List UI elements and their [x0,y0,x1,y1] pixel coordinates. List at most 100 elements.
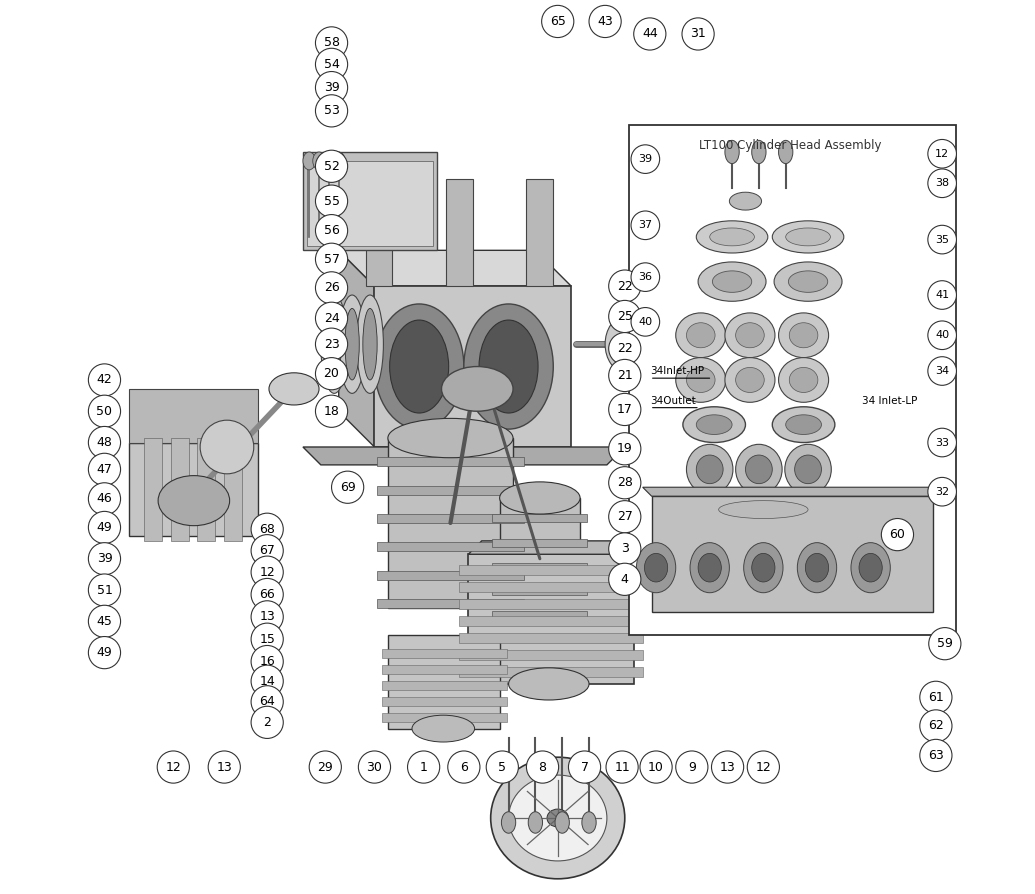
Circle shape [927,357,956,385]
Ellipse shape [686,323,715,348]
Bar [365,179,392,286]
Ellipse shape [718,501,808,519]
Circle shape [927,169,956,198]
Text: 52: 52 [324,160,339,173]
Circle shape [927,225,956,254]
Ellipse shape [724,140,739,164]
Bar [493,563,587,571]
Text: 34Outlet: 34Outlet [650,395,696,406]
Bar [377,543,524,552]
Circle shape [607,751,639,783]
Bar [198,438,215,541]
Text: 34Inlet-HP: 34Inlet-HP [650,366,704,376]
Ellipse shape [712,271,751,292]
Circle shape [316,215,348,247]
Circle shape [609,467,641,499]
Bar [382,665,507,674]
Ellipse shape [786,228,830,246]
Bar [460,633,643,643]
Circle shape [408,751,440,783]
Text: 23: 23 [324,338,339,350]
Ellipse shape [508,668,589,700]
Text: 39: 39 [96,552,113,565]
Circle shape [609,270,641,302]
Circle shape [316,150,348,182]
Circle shape [640,751,672,783]
Ellipse shape [698,262,766,301]
Bar [388,635,500,729]
Circle shape [927,321,956,350]
Bar [493,514,587,522]
Text: 47: 47 [96,463,113,476]
Bar [493,587,587,595]
Text: 15: 15 [259,633,275,645]
Ellipse shape [303,152,316,170]
Text: 59: 59 [937,637,953,650]
Ellipse shape [745,455,772,484]
Ellipse shape [491,757,625,879]
Ellipse shape [778,313,829,358]
Ellipse shape [528,812,542,833]
Bar [382,713,507,722]
Ellipse shape [774,262,842,301]
Ellipse shape [772,407,835,443]
Bar [629,125,955,635]
Ellipse shape [332,152,345,170]
Bar [527,179,554,286]
Text: 22: 22 [617,280,632,292]
Ellipse shape [389,320,448,413]
Text: 40: 40 [935,330,949,341]
Ellipse shape [674,319,710,369]
Ellipse shape [797,543,836,593]
Ellipse shape [338,295,365,393]
Ellipse shape [464,304,554,429]
Circle shape [568,751,600,783]
Text: 37: 37 [639,220,652,231]
Bar [225,438,242,541]
Text: 7: 7 [581,761,589,773]
Bar [303,152,437,250]
Ellipse shape [751,140,766,164]
Text: LT100 Cylinder Head Assembly: LT100 Cylinder Head Assembly [699,139,882,152]
Ellipse shape [501,812,515,833]
Bar [307,161,433,246]
Circle shape [609,393,641,426]
Circle shape [331,471,363,503]
Bar [388,438,513,608]
Circle shape [252,645,284,678]
Circle shape [252,556,284,588]
Circle shape [927,281,956,309]
Ellipse shape [849,172,935,368]
Text: 6: 6 [460,761,468,773]
Text: 39: 39 [324,81,339,94]
Ellipse shape [805,553,829,582]
Ellipse shape [736,367,764,392]
Text: 67: 67 [259,544,275,557]
Polygon shape [338,250,375,447]
Text: 40: 40 [639,316,652,327]
Circle shape [316,358,348,390]
Text: 14: 14 [260,675,275,687]
Circle shape [252,601,284,633]
Bar [500,498,580,620]
Text: 68: 68 [259,523,275,536]
Bar [382,697,507,706]
Text: 24: 24 [324,312,339,325]
Ellipse shape [724,313,775,358]
Text: 1: 1 [420,761,427,773]
Ellipse shape [730,192,762,210]
Ellipse shape [859,553,882,582]
Text: 35: 35 [936,234,949,245]
Text: 12: 12 [935,148,949,159]
Text: 22: 22 [617,342,632,355]
Text: 60: 60 [889,528,906,541]
Ellipse shape [555,812,569,833]
Ellipse shape [705,493,822,526]
Ellipse shape [744,543,783,593]
Polygon shape [468,541,647,554]
Text: 8: 8 [538,761,546,773]
Bar [377,570,524,579]
Circle shape [88,364,120,396]
Text: 36: 36 [639,272,652,283]
Text: 13: 13 [260,611,275,623]
